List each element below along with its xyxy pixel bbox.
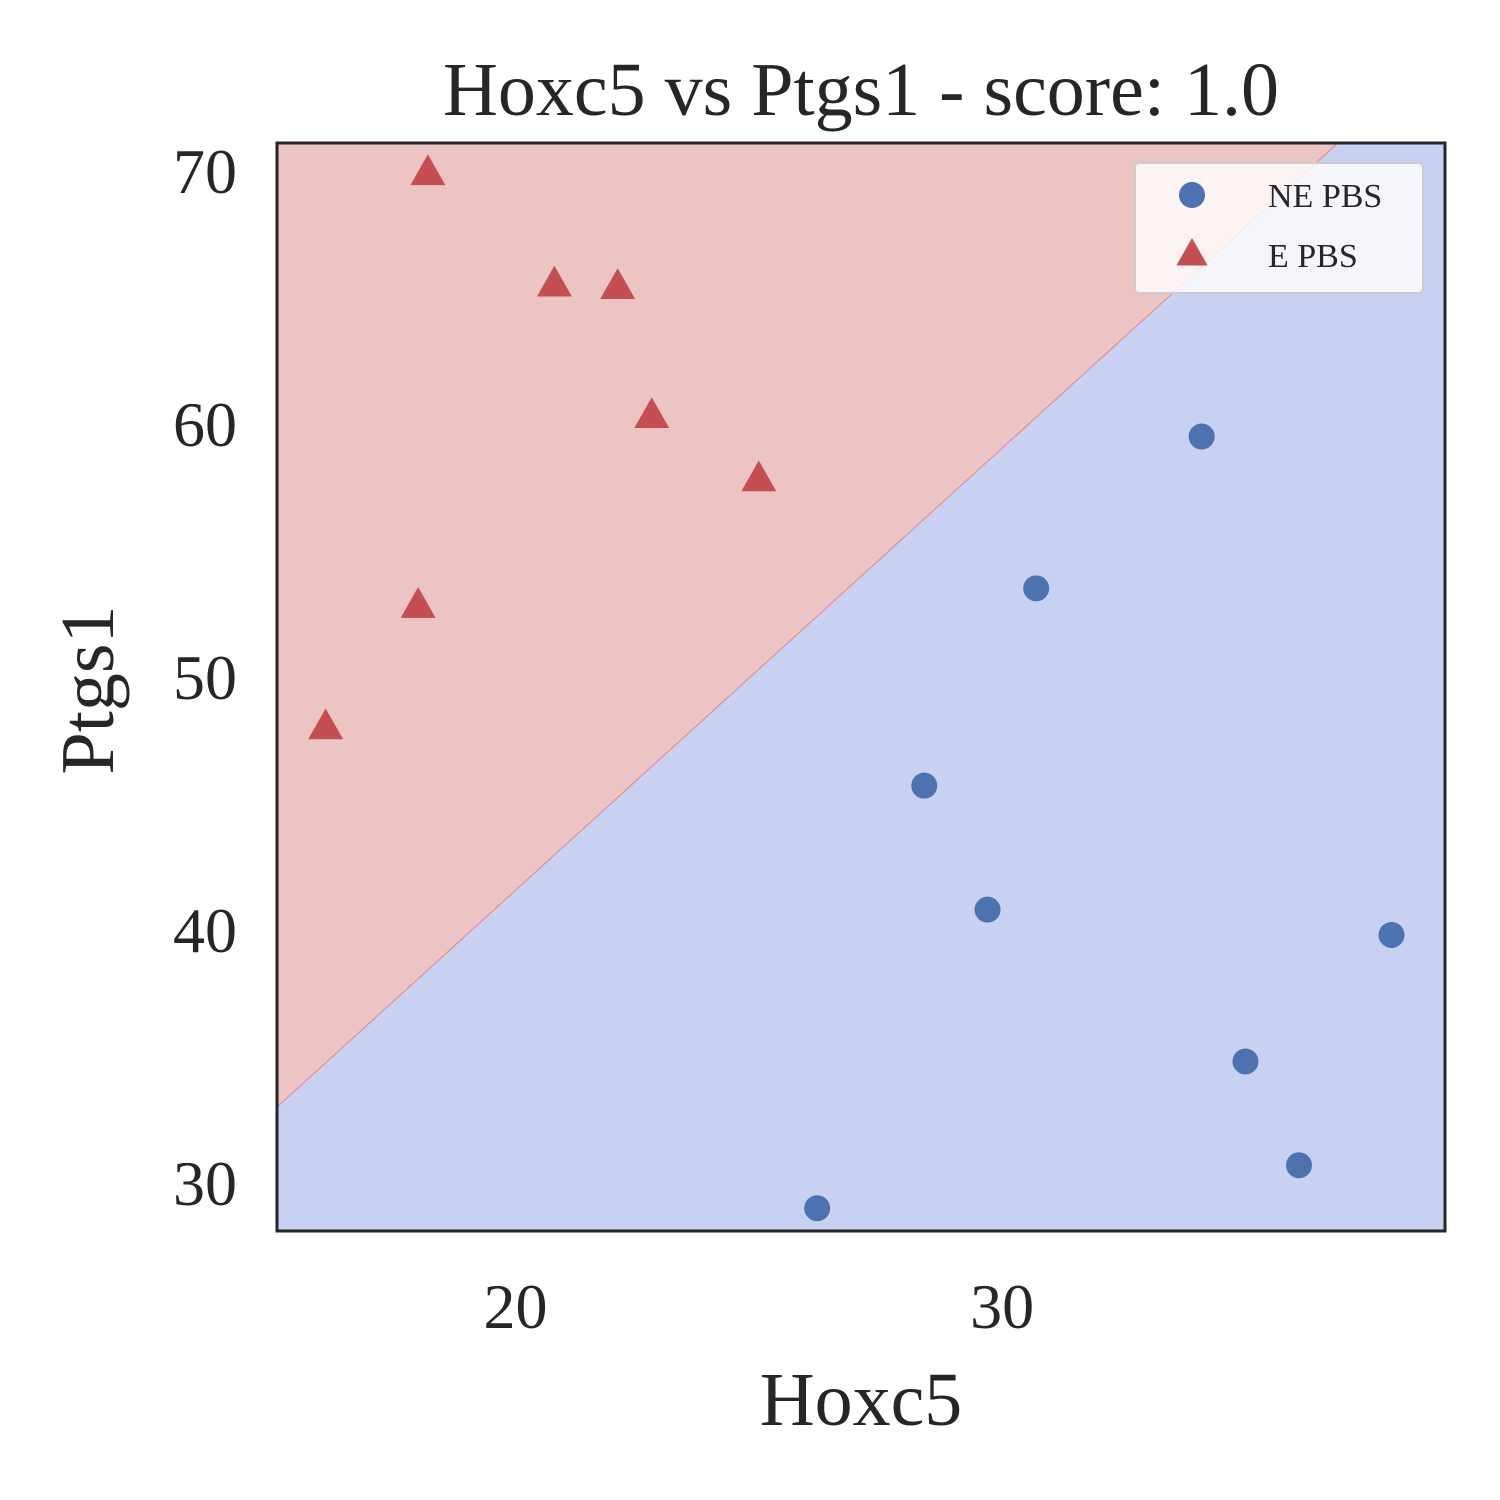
x-tick-label-20: 20 bbox=[483, 1271, 547, 1342]
y-tick-label-60: 60 bbox=[173, 389, 237, 460]
legend-label-ne-pbs: NE PBS bbox=[1268, 178, 1382, 215]
x-axis-label: Hoxc5 bbox=[760, 1358, 963, 1442]
point-e-pbs-7 bbox=[741, 460, 777, 492]
legend-marker-e-pbs bbox=[1176, 238, 1208, 266]
point-e-pbs-6 bbox=[634, 397, 670, 429]
point-ne-pbs-2 bbox=[911, 772, 938, 799]
legend: NE PBS E PBS bbox=[1134, 162, 1424, 294]
y-tick-label-40: 40 bbox=[173, 895, 237, 966]
data-points bbox=[308, 154, 1405, 1222]
point-e-pbs-4 bbox=[536, 265, 572, 297]
point-e-pbs-3 bbox=[410, 154, 446, 186]
y-tick-label-70: 70 bbox=[173, 136, 237, 207]
decision-boundary-line bbox=[277, 143, 1339, 1108]
chart-title: Hoxc5 vs Ptgs1 - score: 1.0 bbox=[443, 48, 1279, 132]
point-e-pbs-5 bbox=[600, 268, 636, 300]
legend-marker-ne-pbs bbox=[1179, 182, 1205, 208]
point-ne-pbs-5 bbox=[1188, 423, 1215, 450]
y-tick-label-50: 50 bbox=[173, 642, 237, 713]
point-ne-pbs-3 bbox=[974, 896, 1001, 923]
x-tick-labels: 20 30 bbox=[483, 1271, 1034, 1342]
point-ne-pbs-1 bbox=[804, 1195, 831, 1222]
legend-label-e-pbs: E PBS bbox=[1268, 238, 1358, 275]
plot-area bbox=[277, 143, 1445, 1231]
point-e-pbs-1 bbox=[308, 708, 344, 740]
point-ne-pbs-6 bbox=[1232, 1048, 1259, 1075]
legend-box bbox=[1134, 162, 1424, 294]
point-ne-pbs-7 bbox=[1286, 1152, 1312, 1179]
y-axis-label: Ptgs1 bbox=[46, 606, 130, 775]
y-tick-labels: 30 40 50 60 70 bbox=[173, 136, 237, 1219]
point-ne-pbs-8 bbox=[1378, 921, 1405, 948]
point-ne-pbs-4 bbox=[1023, 575, 1050, 602]
plot-frame bbox=[275, 141, 1447, 1233]
point-e-pbs-2 bbox=[400, 587, 436, 618]
y-tick-label-30: 30 bbox=[173, 1148, 237, 1219]
x-tick-label-30: 30 bbox=[970, 1271, 1034, 1342]
